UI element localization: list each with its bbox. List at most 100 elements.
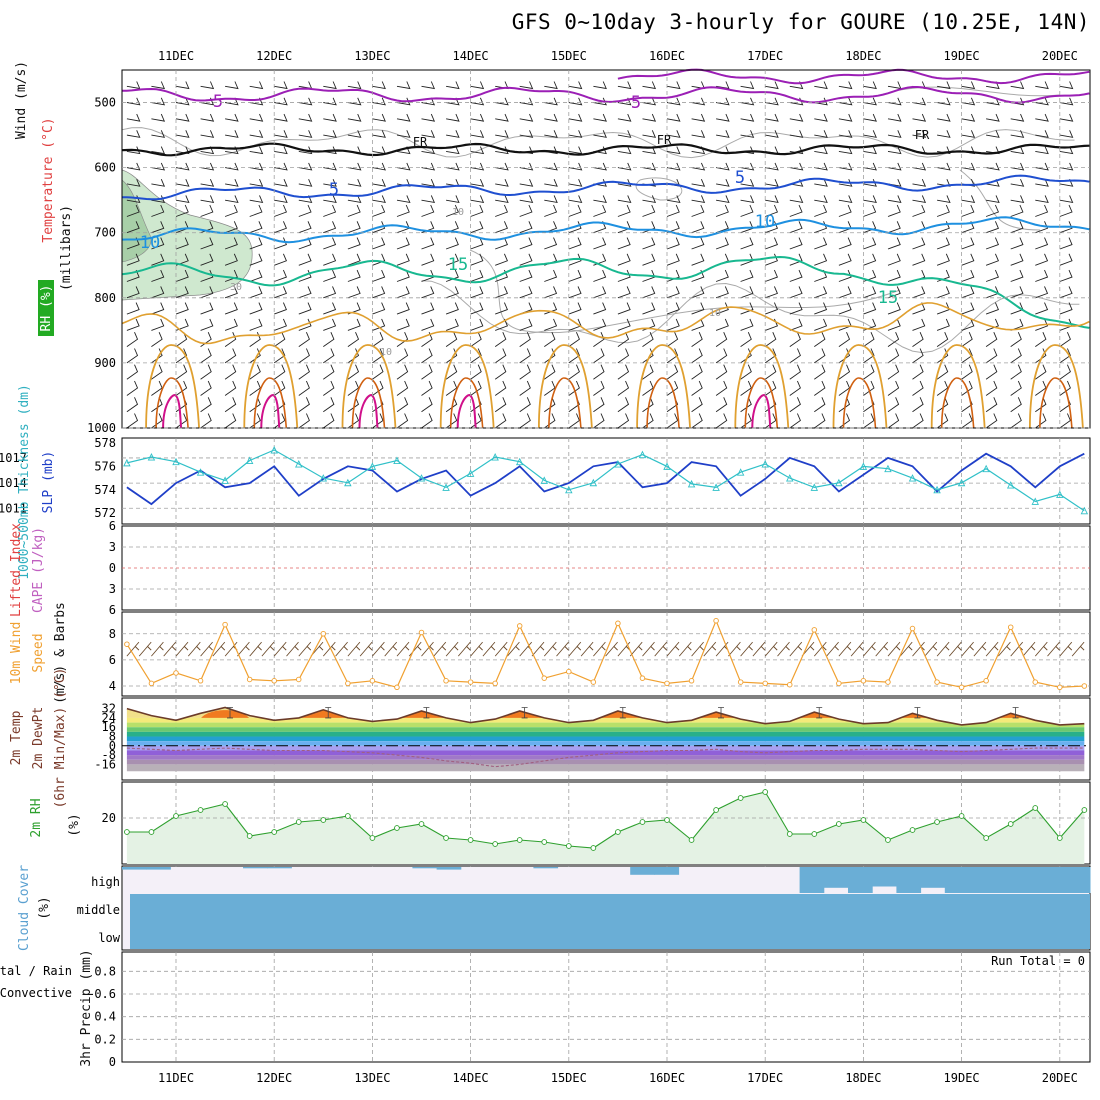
wind-barb [175,413,188,429]
wind-barb [740,413,752,429]
wind-barb [765,204,779,217]
wind-barb [200,397,212,413]
wind-barb [716,97,730,106]
wind-barb [494,397,507,413]
wind-barb [642,221,656,234]
wind-barb [961,130,976,138]
wind-barb [912,413,924,429]
wind-barb [814,413,826,429]
wind-barb [151,97,166,106]
wind-barb [249,162,264,171]
wind-barb [985,221,1000,234]
rh2m-point [762,789,769,795]
wind-barb [912,97,927,106]
wind-barb [593,318,607,331]
wind-barb [789,221,803,234]
contour-label: 5 [735,168,745,188]
wind10-barb [605,641,618,657]
wind-barb [200,179,215,187]
wind-barb [225,81,239,90]
wind-barb [445,397,458,413]
wind-barb [789,302,803,315]
hot-contour [162,393,183,429]
wind10-barb [789,641,803,657]
wind-barb [863,237,877,250]
wind-barb [249,302,263,315]
wind-barb [1010,413,1022,429]
wind-barb [986,162,1000,171]
wind-barb [593,204,607,217]
y-tick: -16 [94,757,116,771]
wind-barb [593,130,607,138]
wind-barb [175,97,190,106]
y-tick: 3 [109,582,116,596]
rh2m-point [565,843,572,849]
wind-barb [863,97,877,106]
wind10-barb [445,641,459,657]
wind-barb [224,397,237,413]
wind-barb [838,397,851,413]
y-tick: 0.2 [94,1032,116,1046]
wind-barb [691,302,705,315]
wind-barb [838,146,853,155]
wind-barb [495,195,509,203]
wind-barb [519,113,534,122]
wind-barb [151,237,165,250]
wind10-barb [322,641,336,657]
wind-barb [765,302,779,315]
thickness-point [1006,481,1015,489]
wind10-barb [1022,641,1036,657]
wind-barb [126,332,139,347]
wind-barb [323,130,337,138]
contour-label: 5 [213,92,223,112]
y-tick: 0.6 [94,987,116,1001]
date-label-top: 20DEC [1042,49,1078,63]
wind-barb [396,302,410,315]
wind-barb [789,348,801,364]
wind-barb [470,179,485,187]
rh2m-point [173,813,179,819]
wind-barb [421,413,433,429]
wind10-barb [936,641,950,657]
wind-barb [372,318,386,331]
rh2m-point [1032,805,1039,811]
date-label-bottom: 12DEC [256,1071,292,1085]
thickness-point [835,478,843,487]
wind-barb [323,348,335,364]
wind-barb [838,113,853,122]
wind-barb [1010,380,1022,396]
wind-barb [544,81,558,90]
rh-label: RH (%) [39,285,54,332]
wind-barb [765,97,779,106]
wind-barb [396,97,411,106]
wind-barb [887,286,901,299]
wind-barb [347,81,362,90]
wind-barb [691,397,703,413]
wind-barb [298,364,310,380]
warm-contour [351,377,386,429]
wind-barb [666,318,680,331]
wind-barb [789,204,803,217]
temp2m-series [126,706,1085,726]
wind10-point [516,623,523,629]
wind-barb [470,204,484,217]
wind-barb [568,130,583,138]
wind10-point [590,679,597,685]
wind-barb [249,397,261,413]
wind-barb [936,413,949,429]
wind-barb [445,413,458,429]
wind-barb [912,204,926,217]
wind-barb [887,348,900,364]
wind-barb [200,204,214,217]
wind10-barb [359,641,373,657]
wind-barb [789,113,804,122]
thickness-point [859,462,868,470]
wind-barb [445,269,459,282]
wind-barb [961,162,976,171]
temp-band [126,764,1085,772]
wind-barb [200,413,212,429]
wind10-barb [961,641,974,657]
wind-barb [446,146,460,155]
wind-barb [691,364,703,380]
